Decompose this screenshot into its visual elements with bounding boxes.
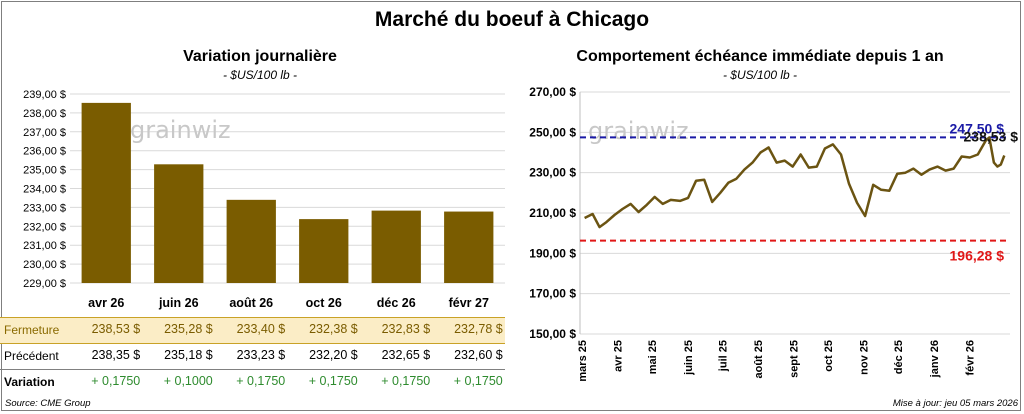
right-chart-title: Comportement échéance immédiate depuis 1… <box>576 48 944 65</box>
table-cell: 232,20 $ <box>309 348 358 362</box>
table-cell: 232,60 $ <box>454 348 503 362</box>
table-cell: 232,65 $ <box>381 348 431 362</box>
x-category-label: déc 26 <box>377 296 416 310</box>
bar-0 <box>81 102 131 284</box>
x-tick-label: mars 25 <box>577 340 589 382</box>
y-tick-label: 232,00 $ <box>23 221 66 233</box>
bar-2 <box>226 199 276 283</box>
x-tick-label: sept 25 <box>789 340 801 378</box>
y-tick-label: 230,00 $ <box>529 166 576 180</box>
y-tick-label: 237,00 $ <box>23 127 66 139</box>
y-tick-label: 231,00 $ <box>23 240 66 252</box>
y-tick-label: 210,00 $ <box>529 206 576 220</box>
y-tick-label: 230,00 $ <box>23 259 66 271</box>
table-cell: + 0,1750 <box>381 374 431 388</box>
max-value-label: 247,50 $ <box>950 120 1005 136</box>
y-tick-label: 234,00 $ <box>23 184 66 196</box>
y-tick-label: 235,00 $ <box>23 165 66 177</box>
closing-row: Fermeture 238,53 $ 235,28 $ 233,40 $ 232,38 … <box>0 317 505 344</box>
x-tick-label: oct 25 <box>823 340 835 372</box>
y-tick-label: 150,00 $ <box>529 327 576 341</box>
row-label: Précédent <box>4 349 59 363</box>
x-category-label: août 26 <box>229 296 273 310</box>
update-date: Mise à jour: jeu 05 mars 2026 <box>892 398 1018 409</box>
front-month-line-chart: 150,00 $ 170,00 $ 190,00 $ 210,00 $ 230,00 $… <box>529 85 1019 382</box>
previous-row: Précédent 238,35 $ 235,18 $ 233,23 $ 232,20 … <box>0 344 505 370</box>
y-tick-label: 250,00 $ <box>529 125 576 139</box>
left-chart-unit: - $US/100 lb - <box>222 68 298 82</box>
table-cell: 233,23 $ <box>236 348 286 362</box>
x-category-label: juin 26 <box>158 296 199 310</box>
table-cell: + 0,1000 <box>163 374 213 388</box>
x-tick-label: févr 26 <box>964 340 976 375</box>
y-tick-label: 190,00 $ <box>529 246 576 260</box>
table-cell: + 0,1750 <box>91 374 141 388</box>
watermark-logo: grainwiz <box>588 117 689 145</box>
table-cell: + 0,1750 <box>308 374 358 388</box>
table-cell: 235,18 $ <box>164 348 213 362</box>
row-label: Variation <box>4 375 55 389</box>
min-value-label: 196,28 $ <box>950 248 1005 264</box>
table-cell: 232,83 $ <box>381 322 431 336</box>
bar-4 <box>371 210 421 283</box>
table-cell: + 0,1750 <box>236 374 286 388</box>
watermark-logo: grainwiz <box>130 116 231 144</box>
table-cell: 238,35 $ <box>91 348 141 362</box>
daily-variation-bar-chart: 229,00 $ 230,00 $ 231,00 $ 232,00 $ 233,00 $… <box>23 89 505 310</box>
last-value-label: 238,53 $ <box>964 128 1019 144</box>
table-cell: 235,28 $ <box>164 322 213 336</box>
y-tick-label: 236,00 $ <box>23 146 66 158</box>
y-tick-label: 233,00 $ <box>23 202 66 214</box>
y-tick-label: 170,00 $ <box>529 287 576 301</box>
change-row: Variation + 0,1750 + 0,1000 + 0,1750 + 0,175… <box>0 370 505 395</box>
x-tick-label: juin 25 <box>683 340 695 376</box>
table-cell: 233,40 $ <box>236 322 286 336</box>
y-tick-label: 238,00 $ <box>23 108 66 120</box>
y-tick-label: 229,00 $ <box>23 278 66 290</box>
y-tick-label: 239,00 $ <box>23 89 66 101</box>
x-tick-label: janv 26 <box>929 340 941 378</box>
x-tick-label: août 25 <box>753 340 765 379</box>
bar-3 <box>299 219 349 283</box>
bar-1 <box>154 164 204 283</box>
left-chart-title: Variation journalière <box>183 48 337 65</box>
x-tick-label: avr 25 <box>613 340 625 372</box>
table-cell: 232,78 $ <box>454 322 503 336</box>
bar-5 <box>444 211 494 283</box>
x-tick-label: nov 25 <box>859 340 871 375</box>
y-tick-label: 270,00 $ <box>529 85 576 99</box>
x-category-label: févr 27 <box>449 296 489 310</box>
x-tick-label: mai 25 <box>647 340 659 374</box>
x-tick-label: juil 25 <box>717 340 729 372</box>
table-cell: 238,53 $ <box>91 322 141 336</box>
row-label: Fermeture <box>4 323 60 337</box>
price-table: Fermeture 238,53 $ 235,28 $ 233,40 $ 232,38 … <box>0 316 505 396</box>
x-category-label: avr 26 <box>88 296 124 310</box>
table-cell: 232,38 $ <box>309 322 358 336</box>
right-chart-unit: - $US/100 lb - <box>722 68 798 82</box>
x-category-label: oct 26 <box>306 296 342 310</box>
table-cell: + 0,1750 <box>453 374 503 388</box>
price-series-line <box>584 136 1006 229</box>
x-tick-label: déc 25 <box>893 340 905 374</box>
main-title: Marché du boeuf à Chicago <box>374 8 650 31</box>
source-note: Source: CME Group <box>5 398 91 409</box>
